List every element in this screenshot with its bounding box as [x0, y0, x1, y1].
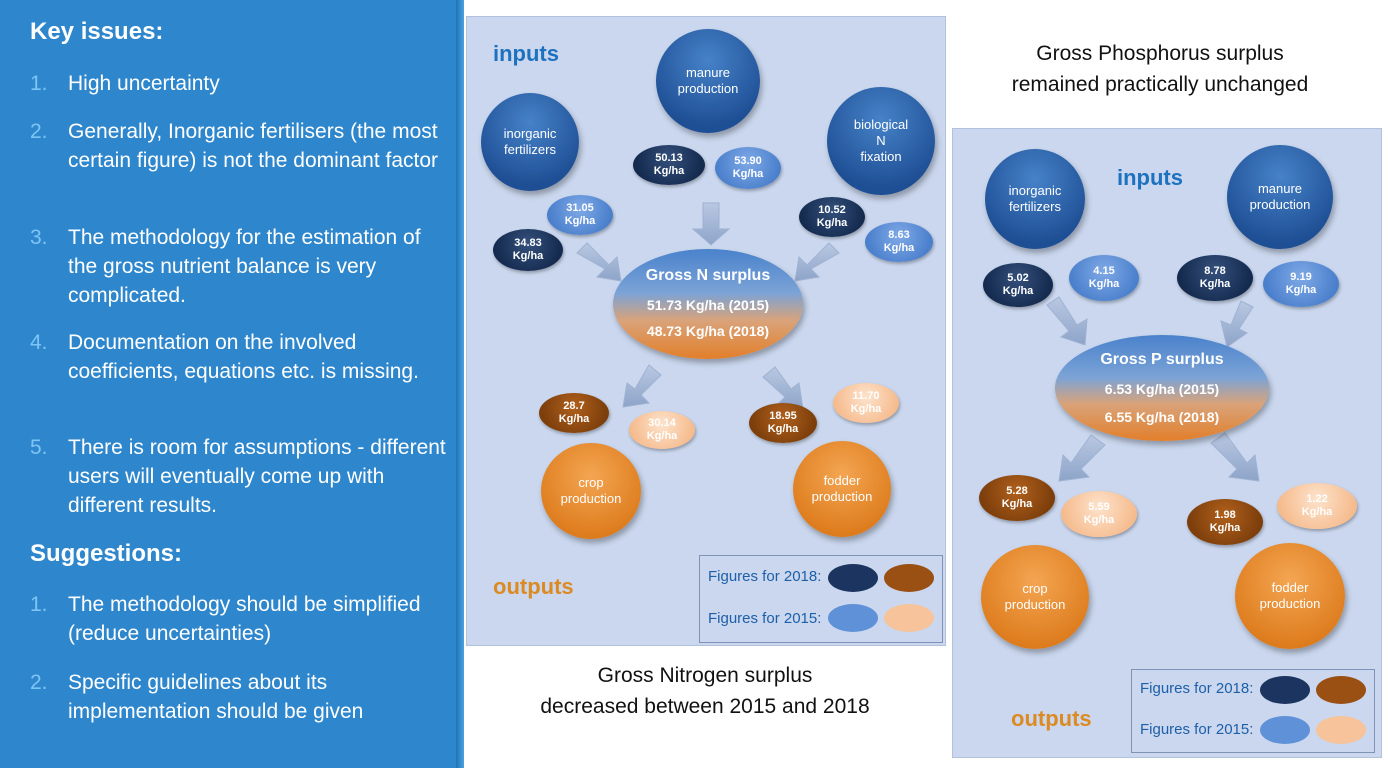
- nitrogen-manure-2015: 53.90 Kg/ha: [715, 147, 781, 189]
- nitrogen-manure-2018: 50.13 Kg/ha: [633, 145, 705, 185]
- gross-p-surplus: Gross P surplus 6.53 Kg/ha (2015) 6.55 K…: [1055, 335, 1269, 441]
- phosphorus-legend: Figures for 2018: Figures for 2015:: [1131, 669, 1375, 753]
- nitrogen-fodder-2015: 11.70 Kg/ha: [833, 383, 899, 423]
- phosphorus-fodder-2015: 1.22 Kg/ha: [1277, 483, 1357, 529]
- arrow-icon: [1058, 434, 1106, 482]
- nitrogen-inorganic-2018: 34.83 Kg/ha: [493, 229, 563, 271]
- phosphorus-inorganic-fertilizers: inorganic fertilizers: [985, 149, 1085, 249]
- nitrogen-fodder-2018: 18.95 Kg/ha: [749, 403, 817, 443]
- nitrogen-outputs-label: outputs: [493, 574, 574, 599]
- phosphorus-inorganic-2018: 5.02 Kg/ha: [983, 263, 1053, 307]
- phosphorus-manure-2015: 9.19 Kg/ha: [1263, 261, 1339, 307]
- gross-n-surplus-title: Gross N surplus: [645, 267, 771, 284]
- nitrogen-crop-production: crop production: [541, 443, 641, 539]
- phosphorus-manure-2018: 8.78 Kg/ha: [1177, 255, 1253, 301]
- nitrogen-crop-2015: 30.14 Kg/ha: [629, 411, 695, 449]
- arrow-icon: [622, 364, 662, 408]
- nitrogen-inorganic-2015: 31.05 Kg/ha: [547, 195, 613, 235]
- arrow-icon: [576, 242, 622, 282]
- suggestions-title: Suggestions:: [30, 540, 183, 567]
- gross-p-surplus-2018: 6.55 Kg/ha (2018): [1104, 409, 1220, 425]
- arrow-icon: [1046, 296, 1088, 346]
- legend-2018-label: Figures for 2018:: [708, 568, 822, 585]
- gross-p-surplus-2015: 6.53 Kg/ha (2015): [1104, 381, 1220, 397]
- phosphorus-flow-arrows: [1046, 296, 1260, 482]
- nitrogen-inputs-label: inputs: [493, 41, 559, 66]
- phosphorus-diagram: inputs outputs inorganic fertilizers man…: [952, 128, 1382, 758]
- legend-2015-outputs-swatch: [884, 604, 934, 632]
- arrow-icon: [1210, 432, 1260, 482]
- nitrogen-manure-production: manure production: [656, 29, 760, 133]
- legend-2018-label: Figures for 2018:: [1140, 680, 1254, 697]
- legend-2018-outputs-swatch: [884, 564, 934, 592]
- legend-2015-outputs-swatch: [1316, 716, 1366, 744]
- gross-n-surplus-2018: 48.73 Kg/ha (2018): [646, 323, 770, 339]
- phosphorus-crop-2015: 5.59 Kg/ha: [1061, 491, 1137, 537]
- arrow-icon: [794, 242, 840, 282]
- gross-p-surplus-title: Gross P surplus: [1100, 351, 1224, 368]
- nitrogen-bio-2018: 10.52 Kg/ha: [799, 197, 865, 237]
- phosphorus-caption: Gross Phosphorus surplus remained practi…: [1011, 42, 1309, 96]
- nitrogen-diagram: inputs outputs inorganic fertilizers man…: [466, 16, 946, 646]
- sidebar-edge: [456, 0, 464, 768]
- legend-2015-label: Figures for 2015:: [708, 610, 822, 627]
- phosphorus-fodder-production: fodder production: [1235, 543, 1345, 649]
- legend-2015-inputs-swatch: [828, 604, 878, 632]
- phosphorus-manure-production: manure production: [1227, 145, 1333, 249]
- phosphorus-outputs-label: outputs: [1011, 706, 1092, 731]
- key-issues-title: Key issues:: [30, 18, 164, 45]
- gross-n-surplus-2015: 51.73 Kg/ha (2015): [646, 297, 770, 313]
- nitrogen-flow-arrows: [576, 202, 840, 410]
- nitrogen-legend: Figures for 2018: Figures for 2015:: [699, 555, 943, 643]
- arrow-icon: [691, 202, 731, 246]
- phosphorus-inorganic-2015: 4.15 Kg/ha: [1069, 255, 1139, 301]
- phosphorus-inputs-label: inputs: [1117, 165, 1183, 190]
- nitrogen-inorganic-fertilizers: inorganic fertilizers: [481, 93, 579, 191]
- phosphorus-crop-2018: 5.28 Kg/ha: [979, 475, 1055, 521]
- nitrogen-fodder-production: fodder production: [793, 441, 891, 537]
- legend-2018-inputs-swatch: [828, 564, 878, 592]
- legend-2015-inputs-swatch: [1260, 716, 1310, 744]
- legend-2018-outputs-swatch: [1316, 676, 1366, 704]
- phosphorus-fodder-2018: 1.98 Kg/ha: [1187, 499, 1263, 545]
- nitrogen-bio-2015: 8.63 Kg/ha: [865, 222, 933, 262]
- phosphorus-crop-production: crop production: [981, 545, 1089, 649]
- nitrogen-crop-2018: 28.7 Kg/ha: [539, 393, 609, 433]
- legend-2018-inputs-swatch: [1260, 676, 1310, 704]
- gross-n-surplus: Gross N surplus 51.73 Kg/ha (2015) 48.73…: [613, 249, 803, 359]
- nitrogen-biological-fixation: biological N fixation: [827, 87, 935, 195]
- nitrogen-caption: Gross Nitrogen surplus decreased between…: [540, 664, 870, 718]
- legend-2015-label: Figures for 2015:: [1140, 721, 1254, 738]
- arrow-icon: [1220, 300, 1254, 348]
- key-issues-panel: Key issues: 1. High uncertainty 2. Gener…: [0, 0, 456, 768]
